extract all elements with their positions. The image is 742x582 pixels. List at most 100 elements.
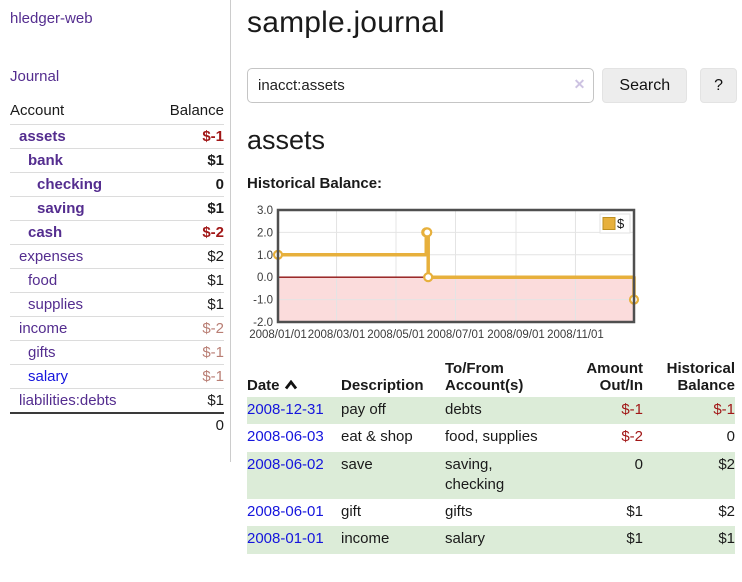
svg-text:2008/01/01: 2008/01/01: [249, 329, 307, 341]
register-header-accounts: To/From Account(s): [445, 360, 524, 394]
account-link[interactable]: cash: [28, 224, 63, 241]
search-box: ✕: [247, 68, 595, 103]
transaction-amount: $-2: [621, 428, 643, 446]
transaction-accounts: salary: [445, 530, 486, 548]
account-balance: $1: [207, 152, 224, 169]
transaction-amount: $1: [626, 503, 643, 520]
account-balance: $-2: [202, 320, 224, 337]
transaction-amount: $-1: [621, 401, 643, 418]
svg-text:2008/07/01: 2008/07/01: [427, 329, 485, 341]
page-title: sample.journal: [247, 6, 445, 39]
transaction-amount: 0: [634, 455, 643, 473]
account-link[interactable]: checking: [37, 176, 103, 193]
clear-search-icon[interactable]: ✕: [573, 76, 586, 92]
svg-text:$: $: [617, 216, 625, 231]
search-input[interactable]: [247, 68, 595, 103]
search-button[interactable]: Search: [602, 68, 688, 103]
account-link[interactable]: bank: [28, 152, 64, 169]
account-row: income $-2: [10, 316, 224, 341]
transaction-balance: 0: [726, 428, 735, 446]
svg-text:2008/05/01: 2008/05/01: [367, 329, 425, 341]
svg-text:2008/11/01: 2008/11/01: [547, 329, 604, 341]
main-content: sample.journal ✕ Search ? assets Histori…: [247, 0, 737, 554]
account-balance: $-1: [202, 344, 224, 361]
account-link[interactable]: income: [19, 320, 68, 337]
register-row[interactable]: 2008-06-01 gift gifts $1 $2: [247, 499, 735, 526]
accounts-header-balance: Balance: [169, 102, 224, 119]
svg-text:-1.0: -1.0: [253, 295, 273, 307]
svg-text:2008/03/01: 2008/03/01: [308, 329, 366, 341]
account-row: gifts $-1: [10, 340, 224, 365]
account-link[interactable]: salary: [28, 368, 69, 385]
historical-balance-chart: $3.0 2.0 1.0 0.0 -1.0 -2.0 2008/01/01 2008/03/0…: [247, 202, 737, 350]
svg-text:1.0: 1.0: [257, 250, 273, 262]
account-row: assets $-1: [10, 124, 224, 149]
help-button[interactable]: ?: [700, 68, 737, 103]
accounts-table: Account Balance assets $-1 bank $1 check…: [10, 100, 224, 437]
transaction-balance: $2: [718, 503, 735, 520]
register-row[interactable]: 2008-06-02 save saving, checking 0 $2: [247, 451, 735, 499]
account-link[interactable]: food: [28, 272, 58, 289]
transaction-accounts: food, supplies: [445, 428, 538, 446]
account-balance: $1: [207, 272, 224, 289]
transaction-balance: $2: [718, 455, 735, 473]
transaction-accounts: saving, checking: [445, 455, 505, 493]
account-link[interactable]: saving: [37, 200, 85, 217]
account-row: bank $1: [10, 148, 224, 173]
svg-text:-2.0: -2.0: [253, 317, 273, 329]
account-link[interactable]: assets: [19, 128, 66, 145]
account-balance: $-1: [202, 128, 224, 145]
account-balance: $2: [207, 248, 224, 265]
register-row[interactable]: 2008-12-31 pay off debts $-1 $-1: [247, 397, 735, 425]
account-row: supplies $1: [10, 292, 224, 317]
transaction-description: gift: [341, 503, 362, 520]
account-balance: $1: [207, 392, 224, 409]
transaction-date-link[interactable]: 2008-06-02: [247, 455, 324, 473]
register-row[interactable]: 2008-06-03 eat & shop food, supplies $-2…: [247, 424, 735, 451]
account-link[interactable]: supplies: [28, 296, 84, 313]
transaction-date-link[interactable]: 2008-01-01: [247, 530, 324, 548]
transaction-date-link[interactable]: 2008-12-31: [247, 401, 324, 418]
account-balance: 0: [215, 176, 224, 193]
account-link[interactable]: expenses: [19, 248, 84, 265]
account-row: salary $-1: [10, 364, 224, 389]
register-header-date[interactable]: Date: [247, 358, 341, 397]
transaction-amount: $1: [626, 530, 643, 548]
transaction-accounts: debts: [445, 401, 482, 418]
accounts-total-row: 0: [10, 412, 224, 437]
account-balance: $-1: [202, 368, 224, 385]
account-row: liabilities:debts $1: [10, 388, 224, 414]
transaction-description: income: [341, 530, 390, 548]
app-title-link[interactable]: hledger-web: [10, 10, 93, 27]
register-header-balance: Historical Balance: [666, 360, 735, 394]
svg-text:0.0: 0.0: [257, 272, 273, 284]
accounts-header-row: Account Balance: [10, 100, 224, 125]
account-page-title: assets: [247, 125, 326, 155]
transaction-description: save: [341, 455, 373, 473]
register-header-row: Date Description To/From Account(s) Amou…: [247, 358, 735, 397]
transaction-date-link[interactable]: 2008-06-01: [247, 503, 324, 520]
transaction-description: pay off: [341, 401, 386, 418]
svg-text:2.0: 2.0: [257, 227, 273, 239]
account-row: saving $1: [10, 196, 224, 221]
svg-text:2008/09/01: 2008/09/01: [487, 329, 545, 341]
transaction-date-link[interactable]: 2008-06-03: [247, 428, 324, 446]
nav-journal-link[interactable]: Journal: [10, 68, 60, 85]
svg-text:3.0: 3.0: [257, 205, 273, 217]
transaction-balance: $1: [718, 530, 735, 548]
transaction-accounts: gifts: [445, 503, 473, 520]
account-balance: $1: [207, 200, 224, 217]
account-row: checking 0: [10, 172, 224, 197]
register-row[interactable]: 2008-01-01 income salary $1 $1: [247, 526, 735, 554]
account-row: food $1: [10, 268, 224, 293]
search-form: ✕ Search ?: [247, 68, 737, 103]
register-table: Date Description To/From Account(s) Amou…: [247, 358, 735, 554]
transaction-balance: $-1: [713, 401, 735, 418]
chart-title: Historical Balance:: [247, 175, 383, 192]
accounts-header-account: Account: [10, 102, 65, 119]
account-link[interactable]: gifts: [28, 344, 56, 361]
sidebar: hledger-web Journal Account Balance asse…: [0, 0, 231, 462]
account-balance: $1: [207, 296, 224, 313]
account-link[interactable]: liabilities:debts: [19, 392, 117, 409]
sort-ascending-icon: [284, 379, 297, 390]
